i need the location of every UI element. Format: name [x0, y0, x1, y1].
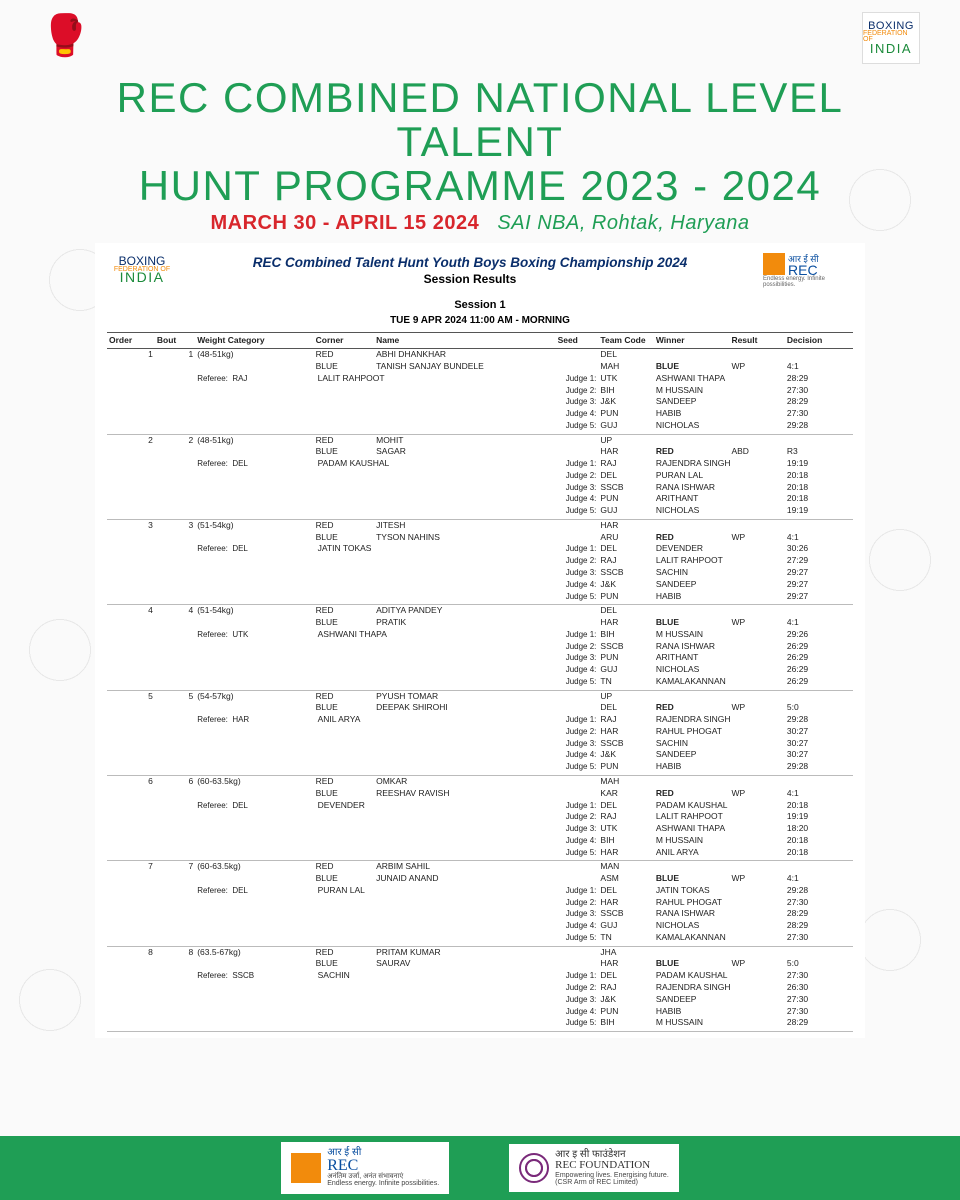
col-corner: Corner: [314, 333, 374, 349]
page-subtitle: MARCH 30 - APRIL 15 2024 SAI NBA, Rohtak…: [40, 212, 920, 235]
col-decision: Decision: [785, 333, 853, 349]
bout-row-red: 55(54-57kg)REDPYUSH TOMARUP: [107, 690, 853, 702]
judge-row: Judge 5:BIHM HUSSAIN28:29: [107, 1017, 853, 1029]
boxing-gloves-icon: 🥊: [40, 12, 90, 59]
footer-foundation-logo: आर इ सी फाउंडेशन REC FOUNDATION Empoweri…: [509, 1144, 679, 1193]
bout-row-blue: BLUEREESHAV RAVISHKARREDWP4:1: [107, 788, 853, 800]
col-winner: Winner: [654, 333, 730, 349]
bout-row-blue: BLUETANISH SANJAY BUNDELEMAHBLUEWP4:1: [107, 361, 853, 373]
bout-row-blue: BLUESAURAVHARBLUEWP5:0: [107, 958, 853, 970]
session-label: Session 1: [107, 299, 853, 311]
col-weight: Weight Category: [195, 333, 313, 349]
bfi-l3: INDIA: [870, 43, 912, 54]
results-table: Order Bout Weight Category Corner Name S…: [107, 332, 853, 1032]
col-name: Name: [374, 333, 555, 349]
judge-row: Judge 3:SSCBSACHIN29:27: [107, 567, 853, 579]
judge-row: Judge 2:BIHM HUSSAIN27:30: [107, 385, 853, 397]
bout-row-blue: BLUETYSON NAHINSARUREDWP4:1: [107, 532, 853, 544]
bout-row-blue: BLUEJUNAID ANANDASMBLUEWP4:1: [107, 873, 853, 885]
judge-row: Judge 5:TNKAMALAKANNAN26:29: [107, 676, 853, 688]
bout-separator: [107, 1029, 853, 1032]
judge-row: Judge 4:J&KSANDEEP30:27: [107, 749, 853, 761]
referee-row: Referee: HARANIL ARYAJudge 1:RAJRAJENDRA…: [107, 714, 853, 726]
title-line2: HUNT PROGRAMME 2023 - 2024: [139, 162, 821, 209]
bout-row-red: 33(51-54kg)REDJITESHHAR: [107, 519, 853, 531]
bout-row-red: 77(60-63.5kg)REDARBIM SAHILMAN: [107, 861, 853, 873]
judge-row: Judge 3:J&KSANDEEP27:30: [107, 994, 853, 1006]
judge-row: Judge 3:SSCBRANA ISHWAR28:29: [107, 908, 853, 920]
judge-row: Judge 2:RAJLALIT RAHPOOT27:29: [107, 555, 853, 567]
judge-row: Judge 3:UTKASHWANI THAPA18:20: [107, 823, 853, 835]
judge-row: Judge 3:SSCBRANA ISHWAR20:18: [107, 482, 853, 494]
referee-row: Referee: RAJLALIT RAHPOOTJudge 1:UTKASHW…: [107, 373, 853, 385]
bout-row-red: 11(48-51kg)REDABHI DHANKHARDEL: [107, 349, 853, 361]
judge-row: Judge 2:HARRAHUL PHOGAT30:27: [107, 726, 853, 738]
event-dates: MARCH 30 - APRIL 15 2024: [210, 212, 479, 234]
col-bout: Bout: [155, 333, 195, 349]
judge-row: Judge 5:HARANIL ARYA20:18: [107, 847, 853, 859]
event-venue: SAI NBA, Rohtak, Haryana: [497, 212, 749, 234]
bout-row-blue: BLUEDEEPAK SHIROHIDELREDWP5:0: [107, 702, 853, 714]
referee-row: Referee: UTKASHWANI THAPAJudge 1:BIHM HU…: [107, 629, 853, 641]
page-title: REC COMBINED NATIONAL LEVEL TALENT HUNT …: [40, 76, 920, 208]
flower-icon: [519, 1153, 549, 1183]
bfi-logo: BOXING FEDERATION OF INDIA: [862, 12, 920, 64]
bfi-logo-small: BOXING FEDERATION OF INDIA: [107, 251, 177, 289]
judge-row: Judge 3:SSCBSACHIN30:27: [107, 738, 853, 750]
judge-row: Judge 4:GUJNICHOLAS26:29: [107, 664, 853, 676]
col-seed: Seed: [556, 333, 599, 349]
referee-row: Referee: DELPURAN LALJudge 1:DELJATIN TO…: [107, 885, 853, 897]
rec-logo-small: आर ई सी REC Endless energy. Infinite pos…: [763, 252, 853, 288]
title-line1: REC COMBINED NATIONAL LEVEL TALENT: [117, 74, 844, 165]
footer-rec-logo: आर ई सी REC अनंतिम उर्जा, अनंत संभावनाएं…: [281, 1142, 449, 1194]
col-result: Result: [729, 333, 784, 349]
judge-row: Judge 4:GUJNICHOLAS28:29: [107, 920, 853, 932]
bout-row-blue: BLUEPRATIKHARBLUEWP4:1: [107, 617, 853, 629]
bout-row-red: 66(60-63.5kg)REDOMKARMAH: [107, 776, 853, 788]
col-order: Order: [107, 333, 155, 349]
footer-bar: आर ई सी REC अनंतिम उर्जा, अनंत संभावनाएं…: [0, 1136, 960, 1200]
judge-row: Judge 3:PUNARITHANT26:29: [107, 652, 853, 664]
judge-row: Judge 3:J&KSANDEEP28:29: [107, 396, 853, 408]
judge-row: Judge 4:PUNHABIB27:30: [107, 1006, 853, 1018]
judge-row: Judge 5:TNKAMALAKANNAN27:30: [107, 932, 853, 944]
bout-row-blue: BLUESAGARHARREDABDR3: [107, 446, 853, 458]
results-sheet: BOXING FEDERATION OF INDIA REC Combined …: [95, 243, 865, 1038]
judge-row: Judge 4:J&KSANDEEP29:27: [107, 579, 853, 591]
bout-row-red: 22(48-51kg)REDMOHITUP: [107, 434, 853, 446]
judge-row: Judge 4:BIHM HUSSAIN20:18: [107, 835, 853, 847]
session-datetime: TUE 9 APR 2024 11:00 AM - MORNING: [107, 315, 853, 326]
judge-row: Judge 5:PUNHABIB29:27: [107, 591, 853, 603]
referee-row: Referee: SSCBSACHINJudge 1:DELPADAM KAUS…: [107, 970, 853, 982]
judge-row: Judge 5:GUJNICHOLAS19:19: [107, 505, 853, 517]
judge-row: Judge 5:PUNHABIB29:28: [107, 761, 853, 773]
bout-row-red: 88(63.5-67kg)REDPRITAM KUMARJHA: [107, 946, 853, 958]
judge-row: Judge 2:HARRAHUL PHOGAT27:30: [107, 897, 853, 909]
judge-row: Judge 4:PUNARITHANT20:18: [107, 493, 853, 505]
judge-row: Judge 2:RAJLALIT RAHPOOT19:19: [107, 811, 853, 823]
bout-row-red: 44(51-54kg)REDADITYA PANDEYDEL: [107, 605, 853, 617]
col-team: Team Code: [598, 333, 653, 349]
referee-row: Referee: DELJATIN TOKASJudge 1:DELDEVEND…: [107, 543, 853, 555]
referee-row: Referee: DELDEVENDERJudge 1:DELPADAM KAU…: [107, 800, 853, 812]
referee-row: Referee: DELPADAM KAUSHALJudge 1:RAJRAJE…: [107, 458, 853, 470]
judge-row: Judge 2:DELPURAN LAL20:18: [107, 470, 853, 482]
judge-row: Judge 5:GUJNICHOLAS29:28: [107, 420, 853, 432]
judge-row: Judge 4:PUNHABIB27:30: [107, 408, 853, 420]
judge-row: Judge 2:SSCBRANA ISHWAR26:29: [107, 641, 853, 653]
judge-row: Judge 2:RAJRAJENDRA SINGH26:30: [107, 982, 853, 994]
sheet-title: REC Combined Talent Hunt Youth Boys Boxi…: [185, 255, 755, 270]
sheet-subtitle: Session Results: [185, 272, 755, 286]
